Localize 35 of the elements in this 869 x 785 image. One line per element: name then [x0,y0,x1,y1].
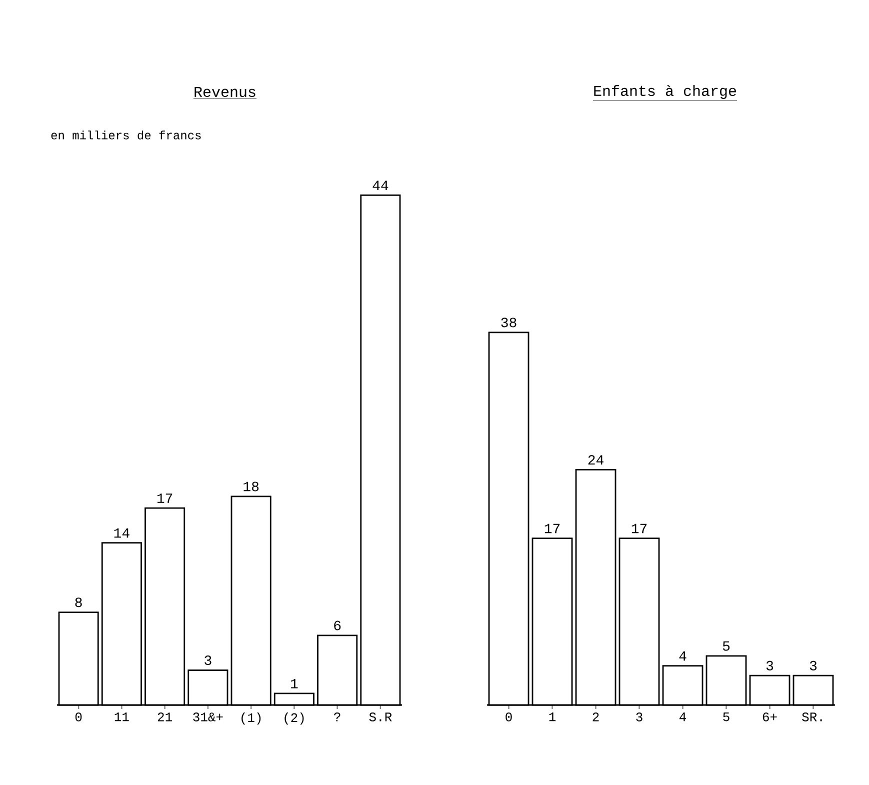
x-tick-label: 21 [158,712,172,722]
x-tick-label: 0 [506,712,512,722]
data-label: 4 [679,651,686,661]
data-label: 1 [291,678,298,688]
x-tick-label: 11 [114,712,129,722]
data-label: 17 [632,524,647,534]
x-tick-label: SR. [802,712,822,722]
x-tick-label: 3 [636,712,642,722]
data-label: 44 [372,180,388,190]
x-tick-label: 6+ [762,712,777,722]
chart-title: Revenus [194,86,256,97]
chart-title: Enfants à charge [594,85,736,99]
data-label: 5 [722,641,730,651]
data-label: 3 [204,656,212,666]
data-label: 24 [588,455,604,465]
x-tick-label: 0 [75,712,82,722]
data-label: 14 [114,528,130,538]
x-tick-label: 2 [592,712,599,722]
x-tick-label: 4 [680,712,686,722]
data-label: 6 [334,620,341,630]
x-tick-label: S.R [369,712,392,722]
data-label: 18 [244,482,259,492]
x-tick-label: (1) [242,712,261,725]
x-tick-label: 5 [723,712,730,722]
data-label: 17 [157,494,172,503]
data-label: 8 [75,598,82,608]
data-label: 3 [766,660,774,670]
chart-subtitle: en milliers de francs [51,130,201,140]
x-tick-label: 1 [549,712,556,722]
x-tick-label: (2) [284,712,304,725]
data-label: 38 [501,318,516,328]
data-label: 3 [810,660,817,670]
x-tick-label: ? [334,712,340,722]
data-label: 17 [544,524,560,534]
x-tick-label: 31&+ [193,712,223,722]
